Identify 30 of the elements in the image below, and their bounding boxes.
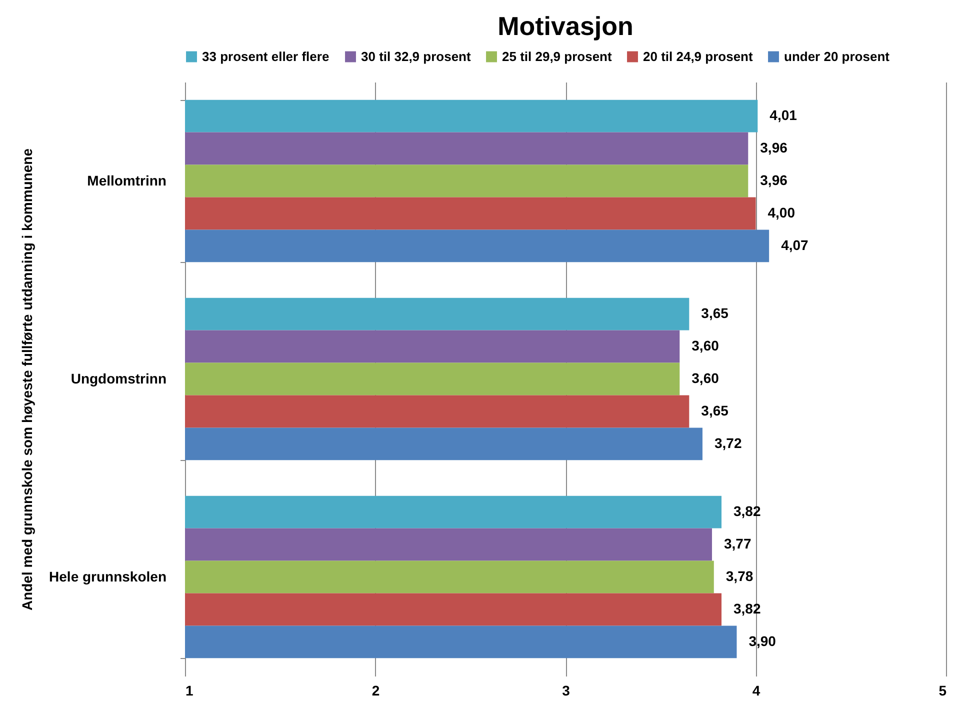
data-label: 3,82 <box>734 600 761 616</box>
legend-label: 25 til 29,9 prosent <box>502 48 612 64</box>
x-tick-label: 4 <box>752 682 760 698</box>
legend-label: 30 til 32,9 prosent <box>361 48 472 64</box>
data-label: 3,78 <box>726 568 754 584</box>
y-tick-label: Mellomtrinn <box>87 172 166 188</box>
data-label: 3,96 <box>760 140 788 156</box>
data-label: 3,72 <box>714 434 742 451</box>
chart-title: Motivasjon <box>498 11 634 41</box>
legend-label: 20 til 24,9 prosent <box>643 48 754 64</box>
x-tick-label: 5 <box>938 682 947 698</box>
data-label: 3,65 <box>701 305 729 322</box>
x-tick-label: 1 <box>186 682 194 698</box>
data-label: 3,65 <box>701 402 729 418</box>
x-tick-label: 2 <box>372 682 380 698</box>
data-label: 4,07 <box>781 236 809 253</box>
data-label: 3,90 <box>748 632 776 649</box>
y-tick-label: Hele grunnskolen <box>49 568 166 584</box>
x-tick-label: 3 <box>562 682 570 698</box>
legend-label: under 20 prosent <box>784 48 890 64</box>
data-label: 3,77 <box>724 536 752 552</box>
legend-label: 33 prosent eller flere <box>202 48 330 64</box>
y-axis-title: Andel med grunnskole som høyeste fullførte utdanning i kommunene <box>19 148 36 611</box>
y-tick-label: Ungdomstrinn <box>70 370 166 386</box>
data-label: 3,96 <box>760 172 788 188</box>
data-label: 3,82 <box>734 503 761 520</box>
data-label: 4,00 <box>768 204 796 220</box>
data-label: 3,60 <box>692 370 720 386</box>
data-label: 4,01 <box>770 107 798 124</box>
data-label: 3,60 <box>692 338 720 354</box>
